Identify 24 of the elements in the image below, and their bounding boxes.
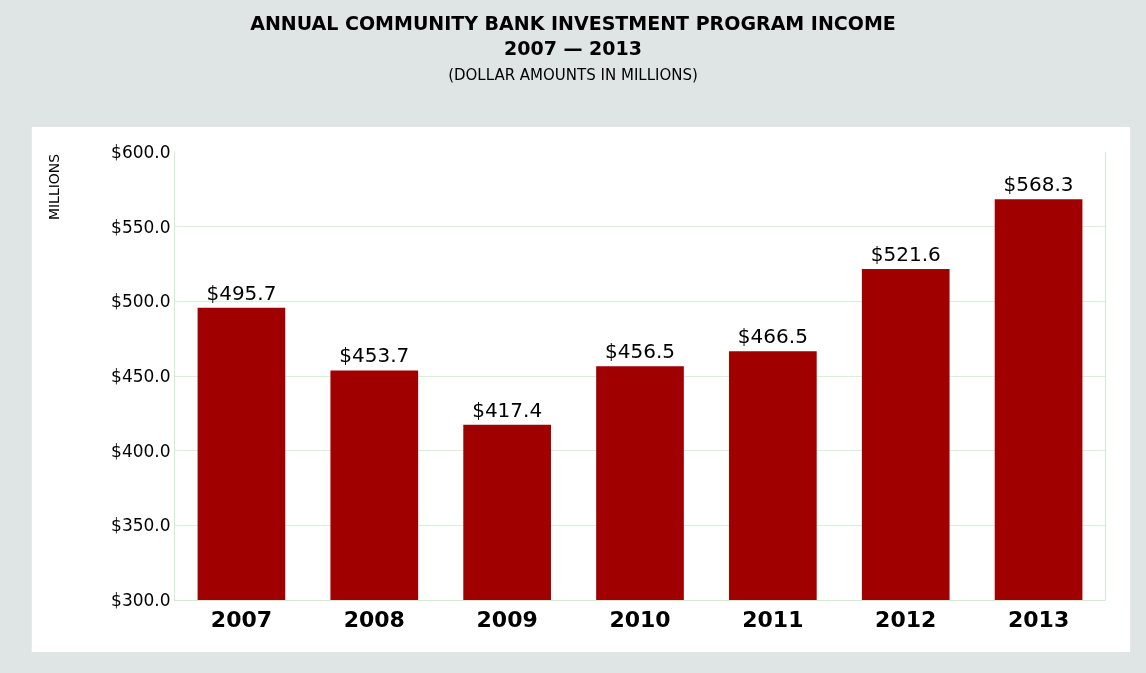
chart-title: ANNUAL COMMUNITY BANK INVESTMENT PROGRAM INCOME 2007 — 2013 — [250, 12, 896, 59]
y-tick-label: $300.0 — [111, 589, 171, 610]
x-tick-label: 2012 — [875, 607, 937, 633]
chart-subtitle: (DOLLAR AMOUNTS IN MILLIONS) — [448, 65, 698, 84]
y-tick-label: $550.0 — [111, 216, 171, 237]
y-axis-title: MILLIONS — [46, 153, 63, 221]
x-tick-label: 2010 — [609, 607, 671, 633]
y-tick-label: $400.0 — [111, 440, 171, 461]
x-tick-label: 2013 — [1007, 607, 1070, 633]
data-label: $417.4 — [472, 397, 543, 422]
x-tick-label: 2008 — [343, 607, 405, 633]
data-label: $495.7 — [206, 280, 277, 305]
y-tick-label: $450.0 — [111, 365, 171, 386]
x-tick-label: 2009 — [476, 607, 538, 633]
data-label: $568.3 — [1003, 172, 1074, 197]
data-label: $521.6 — [870, 242, 941, 267]
y-tick-label: $500.0 — [111, 291, 171, 312]
data-label: $456.5 — [605, 339, 675, 364]
data-label: $466.5 — [737, 324, 808, 349]
x-tick-label: 2007 — [210, 607, 273, 633]
x-tick-label: 2011 — [742, 607, 804, 633]
y-tick-label: $350.0 — [111, 515, 171, 536]
data-label: $453.7 — [339, 343, 410, 368]
y-tick-label: $600.0 — [111, 141, 171, 162]
